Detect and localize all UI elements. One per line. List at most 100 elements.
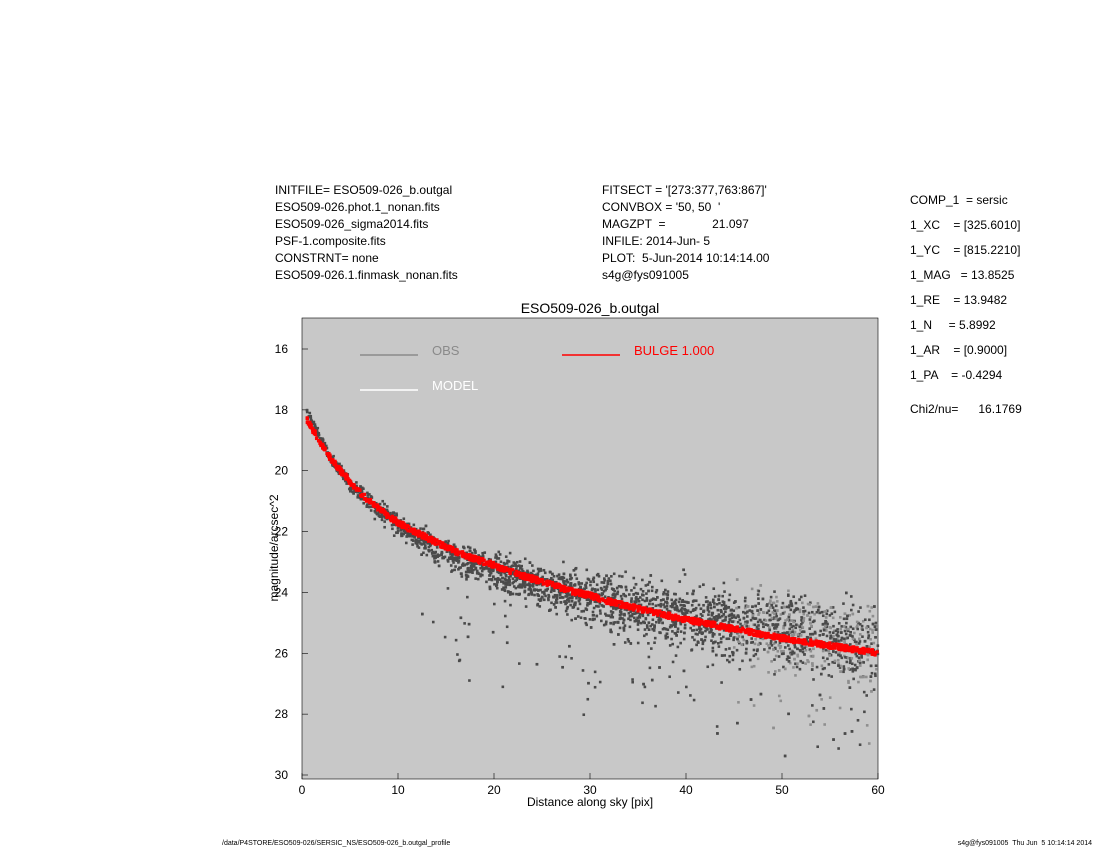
bulge-point <box>508 571 512 575</box>
bulge-point <box>420 535 425 539</box>
obs-point <box>839 654 842 657</box>
bulge-point <box>875 650 879 654</box>
obs-point <box>485 565 488 569</box>
obs-point <box>552 589 556 592</box>
obs-point <box>787 589 790 593</box>
obs-point <box>536 603 539 607</box>
obs-point <box>539 597 543 601</box>
bulge-point <box>425 533 429 537</box>
obs-point <box>711 635 715 638</box>
bulge-point <box>518 575 522 579</box>
bulge-point <box>482 562 486 567</box>
obs-point <box>564 655 568 659</box>
obs-point <box>495 555 498 558</box>
bulge-point <box>769 634 773 638</box>
obs-point <box>828 696 832 699</box>
obs-point <box>844 625 848 629</box>
obs-point <box>552 596 555 599</box>
obs-point <box>792 666 795 669</box>
obs-point <box>569 574 572 578</box>
obs-point <box>422 551 425 555</box>
obs-point <box>609 610 613 613</box>
bulge-point <box>553 584 557 589</box>
obs-point <box>592 580 596 584</box>
bulge-point <box>645 610 650 614</box>
bulge-point <box>375 505 380 509</box>
obs-point <box>731 650 734 654</box>
obs-point <box>788 630 791 634</box>
obs-point <box>724 610 727 614</box>
obs-point <box>603 595 607 599</box>
bulge-point <box>566 589 570 593</box>
obs-point <box>497 550 501 554</box>
obs-point <box>636 616 639 620</box>
obs-point <box>584 621 588 625</box>
obs-point <box>483 551 487 554</box>
obs-point <box>840 631 843 634</box>
obs-point <box>874 674 877 678</box>
bulge-point <box>631 608 636 612</box>
obs-point <box>775 595 778 599</box>
obs-point <box>664 600 667 604</box>
obs-point <box>436 555 439 558</box>
obs-point <box>519 566 522 570</box>
obs-point <box>537 598 541 601</box>
obs-point <box>773 590 776 593</box>
param-n: 1_N = 5.8992 <box>910 318 996 332</box>
obs-point <box>415 542 419 545</box>
obs-point <box>741 635 744 639</box>
obs-point <box>767 671 770 674</box>
bulge-point <box>630 606 634 610</box>
obs-point <box>433 560 437 563</box>
obs-point <box>768 628 772 632</box>
bulge-point <box>747 627 751 631</box>
obs-point <box>833 661 836 664</box>
obs-point <box>591 587 594 591</box>
obs-point <box>545 578 549 581</box>
obs-point <box>537 594 541 598</box>
obs-point <box>704 600 708 604</box>
obs-point <box>450 557 454 560</box>
obs-point <box>804 662 807 665</box>
obs-point <box>768 601 771 605</box>
obs-point <box>365 505 369 508</box>
obs-point <box>851 627 855 631</box>
obs-point <box>399 529 403 532</box>
obs-point <box>853 631 856 635</box>
bulge-point <box>864 649 868 653</box>
obs-point <box>307 415 311 418</box>
obs-point <box>842 625 846 628</box>
bulge-point <box>625 601 629 606</box>
obs-point <box>812 720 815 724</box>
obs-point <box>870 606 874 609</box>
obs-point <box>787 594 790 597</box>
obs-point <box>604 612 607 616</box>
obs-point <box>773 658 776 661</box>
obs-point <box>593 588 597 591</box>
obs-point <box>634 611 638 615</box>
obs-point <box>570 585 573 589</box>
bulge-point <box>580 590 584 594</box>
bulge-point <box>423 532 427 536</box>
obs-point <box>774 631 778 635</box>
obs-point <box>668 644 672 647</box>
obs-point <box>774 654 778 658</box>
bulge-point <box>839 643 843 647</box>
obs-point <box>798 598 801 601</box>
obs-point <box>742 610 745 614</box>
obs-point <box>858 637 861 641</box>
obs-point <box>436 560 440 563</box>
obs-point <box>454 545 457 549</box>
bulge-point <box>853 647 858 651</box>
obs-point <box>855 666 859 669</box>
bulge-point <box>664 615 669 619</box>
obs-point <box>798 610 802 614</box>
bulge-point <box>614 603 619 607</box>
obs-point <box>459 616 463 620</box>
obs-point <box>704 626 708 629</box>
y-tick-label: 20 <box>275 464 289 478</box>
obs-point <box>727 637 731 641</box>
obs-point <box>368 493 371 496</box>
obs-point <box>611 615 615 619</box>
obs-point <box>810 668 814 671</box>
